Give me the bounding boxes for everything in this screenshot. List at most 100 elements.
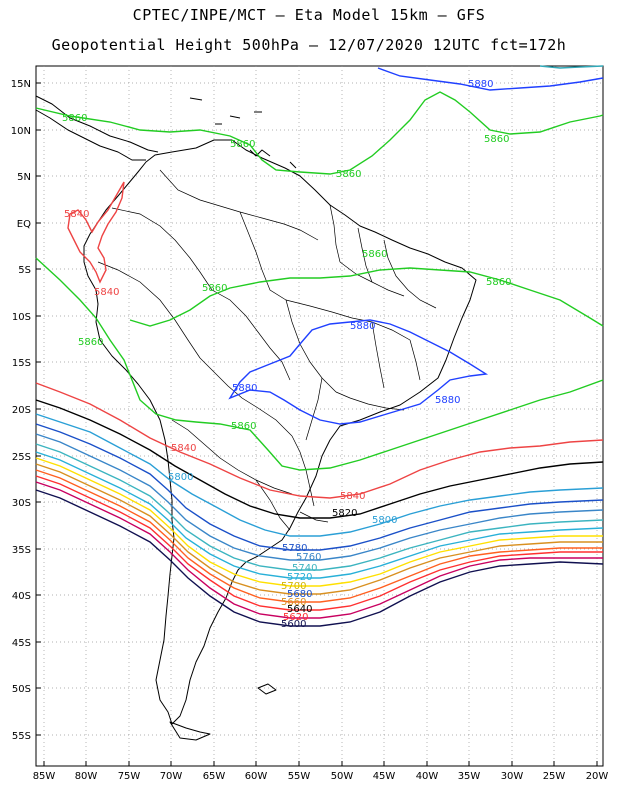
lon-label: 70W [160,771,183,782]
contour-label-5640: 5640 [287,604,312,615]
contour-5880-north [377,67,604,91]
contour-label-5800: 5800 [372,515,397,526]
lon-label: 50W [331,771,354,782]
contour-label-5880: 5880 [232,383,257,394]
lon-label: 60W [245,771,268,782]
contour-label-5800: 5800 [168,472,193,483]
contour-5740 [35,443,604,571]
contour-5660 [35,469,603,603]
border [255,479,291,531]
contour-5860-west [35,257,604,471]
lon-label: 75W [118,771,141,782]
border [329,204,341,263]
contour-5760 [35,433,604,561]
contour-label-5860: 5860 [78,337,103,348]
map-frame [35,65,604,767]
lat-label: 25S [12,452,31,463]
contour-label-5760: 5760 [296,552,321,563]
contour-5860-south [129,267,604,327]
lat-label: 20S [12,405,31,416]
lat-label: 50S [12,684,31,695]
contour-labels: 5880 5880 5880 5880 5860 5860 5860 5860 … [62,79,511,630]
longitude-labels: 85W 80W 75W 70W 65W 60W 55W 50W 45W 40W … [33,771,609,782]
border [199,357,293,437]
latitude-labels: 15N 10N 5N EQ 5S 10S 15S 20S 25S 30S 35S… [11,79,31,742]
contour-5720 [35,451,604,579]
contour-label-5860: 5860 [231,421,256,432]
border [285,299,337,393]
border [211,289,291,381]
contour-5840 [35,382,604,499]
lat-label: 10S [12,312,31,323]
lat-label: 55S [12,731,31,742]
contour-5840-ecuador [67,181,125,284]
lat-label: 5S [18,265,31,276]
contour-label-5860: 5860 [484,134,509,145]
axis-ticks [36,82,598,766]
map-title-line-2: Geopotential Height 500hPa – 12/07/2020 … [51,36,567,54]
contour-label-5600: 5600 [281,619,306,630]
contour-label-5660: 5660 [281,597,306,608]
border [239,211,287,301]
contour-5600 [35,489,604,627]
border [285,299,411,341]
contour-label-5820: 5820 [332,508,357,519]
caribbean-islands [189,97,297,169]
border [357,227,373,283]
border [371,321,385,389]
contour-label-5880: 5880 [350,321,375,332]
lat-label: 40S [12,591,31,602]
lat-label: 15N [11,79,31,90]
border [409,339,421,381]
contour-5880-central [228,319,489,425]
contour-label-5840: 5840 [171,443,196,454]
south-america-coastline [83,139,477,725]
lat-label: 5N [17,172,31,183]
contour-5860-north [35,91,604,175]
contour-label-5860: 5860 [336,169,361,180]
contour-top-cyan [539,65,604,69]
border [335,391,405,411]
lon-label: 20W [586,771,609,782]
border [97,261,201,359]
lon-label: 80W [75,771,98,782]
contour-label-5840: 5840 [340,491,365,502]
map-title-line-1: CPTEC/INPE/MCT – Eta Model 15km – GFS [132,6,486,24]
border [305,377,323,441]
contour-label-5680: 5680 [287,589,312,600]
contour-label-5840: 5840 [94,287,119,298]
contour-label-5720: 5720 [287,572,312,583]
lon-label: 40W [416,771,439,782]
contour-label-5860: 5860 [486,277,511,288]
contour-label-5700: 5700 [281,581,306,592]
contour-5680 [35,463,603,595]
contour-label-5880: 5880 [468,79,493,90]
lat-label: 45S [12,638,31,649]
lon-label: 85W [33,771,56,782]
contour-5700 [35,457,603,587]
lon-label: 30W [501,771,524,782]
contour-label-5620: 5620 [283,612,308,623]
contour-label-5860: 5860 [202,283,227,294]
contour-5640 [35,475,603,611]
contour-label-5840: 5840 [64,209,89,220]
lat-label: 35S [12,545,31,556]
lon-label: 65W [203,771,226,782]
contour-label-5860: 5860 [362,249,387,260]
contour-5780 [35,423,604,551]
contour-label-5740: 5740 [292,563,317,574]
contours [35,65,604,627]
coastlines [35,95,477,741]
central-america-coastline [35,95,159,161]
contour-label-5780: 5780 [282,543,307,554]
falkland-islands [257,683,277,695]
contour-label-5860: 5860 [230,139,255,150]
contour-label-5880: 5880 [435,395,460,406]
contour-5620 [35,481,603,619]
lat-label: EQ [17,219,31,230]
border [299,511,329,523]
lon-label: 55W [288,771,311,782]
lat-label: 10N [11,126,31,137]
lon-label: 45W [373,771,396,782]
